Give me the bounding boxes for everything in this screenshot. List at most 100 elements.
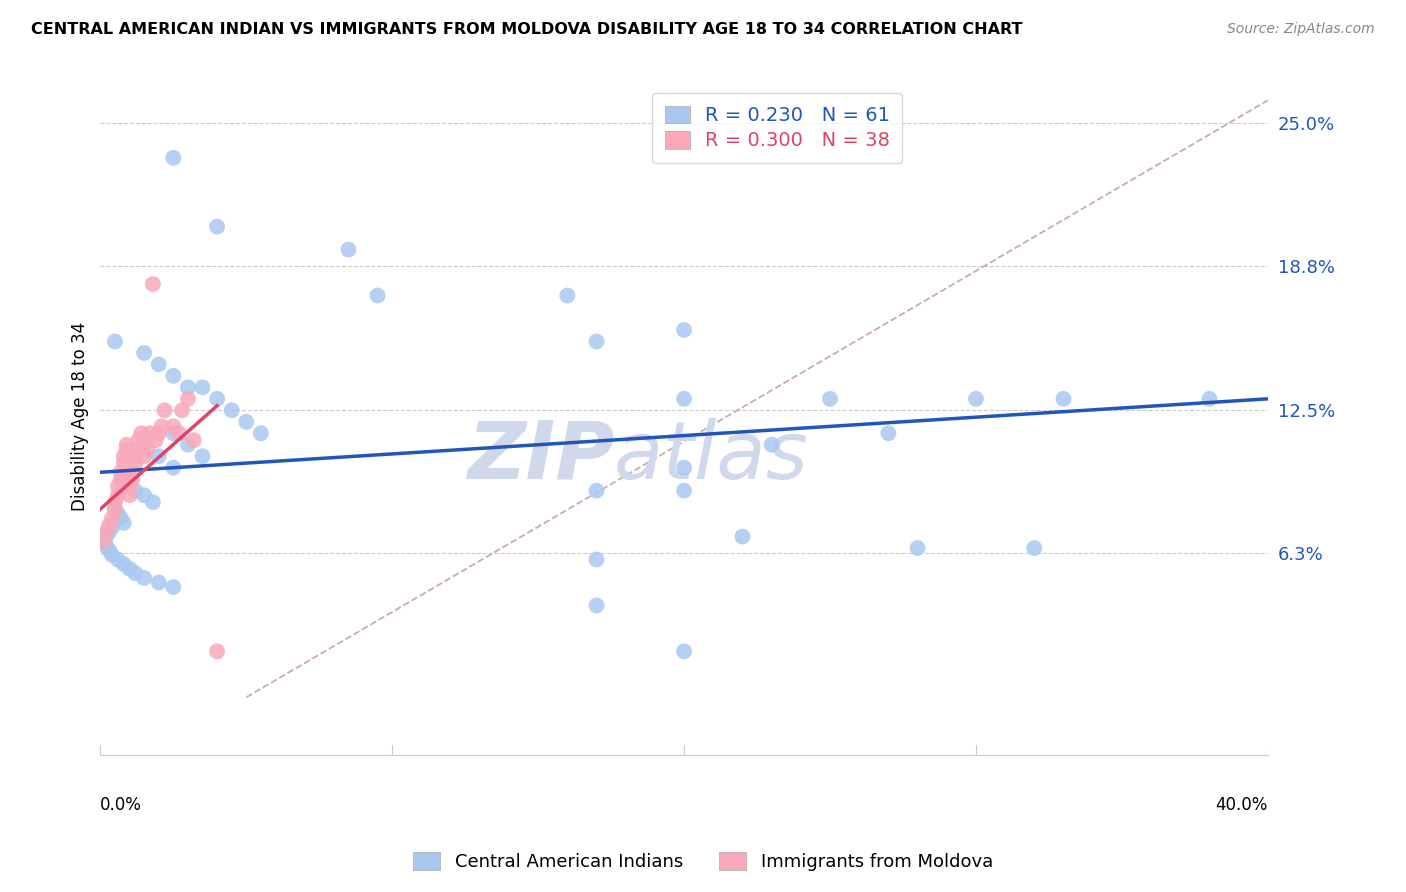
Point — [110, 511, 132, 525]
Point — [191, 449, 214, 463]
Point — [104, 495, 127, 509]
Point — [167, 426, 190, 441]
Point — [162, 460, 184, 475]
Point — [965, 392, 987, 406]
Legend: R = 0.230   N = 61, R = 0.300   N = 38: R = 0.230 N = 61, R = 0.300 N = 38 — [652, 94, 903, 163]
Point — [148, 575, 170, 590]
Point — [124, 456, 146, 470]
Point — [107, 479, 129, 493]
Point — [115, 438, 138, 452]
Point — [107, 507, 129, 521]
Legend: Central American Indians, Immigrants from Moldova: Central American Indians, Immigrants fro… — [406, 846, 1000, 879]
Point — [585, 552, 607, 566]
Point — [124, 566, 146, 581]
Point — [142, 495, 165, 509]
Point — [134, 438, 156, 452]
Point — [98, 543, 121, 558]
Point — [112, 516, 135, 530]
Point — [124, 483, 146, 498]
Point — [250, 426, 273, 441]
Point — [107, 488, 129, 502]
Point — [585, 599, 607, 613]
Point — [91, 534, 114, 549]
Text: Source: ZipAtlas.com: Source: ZipAtlas.com — [1227, 22, 1375, 37]
Point — [162, 151, 184, 165]
Point — [367, 288, 389, 302]
Text: CENTRAL AMERICAN INDIAN VS IMMIGRANTS FROM MOLDOVA DISABILITY AGE 18 TO 34 CORRE: CENTRAL AMERICAN INDIAN VS IMMIGRANTS FR… — [31, 22, 1022, 37]
Point — [177, 438, 200, 452]
Point — [136, 442, 159, 457]
Point — [162, 580, 184, 594]
Point — [162, 368, 184, 383]
Text: 0.0%: 0.0% — [100, 796, 142, 814]
Point — [148, 449, 170, 463]
Text: ZIP: ZIP — [467, 417, 614, 496]
Point — [121, 465, 143, 479]
Point — [205, 392, 228, 406]
Point — [112, 472, 135, 486]
Point — [104, 502, 127, 516]
Point — [673, 644, 696, 658]
Point — [153, 403, 176, 417]
Point — [134, 346, 156, 360]
Point — [673, 483, 696, 498]
Point — [731, 530, 754, 544]
Point — [148, 358, 170, 372]
Point — [104, 502, 127, 516]
Point — [145, 433, 167, 447]
Point — [673, 323, 696, 337]
Point — [124, 449, 146, 463]
Text: atlas: atlas — [614, 417, 808, 496]
Point — [112, 449, 135, 463]
Point — [761, 438, 783, 452]
Point — [118, 479, 141, 493]
Point — [129, 426, 152, 441]
Point — [96, 539, 118, 553]
Point — [112, 456, 135, 470]
Point — [127, 442, 149, 457]
Point — [170, 403, 193, 417]
Point — [91, 534, 114, 549]
Point — [134, 449, 156, 463]
Point — [107, 552, 129, 566]
Point — [162, 426, 184, 441]
Point — [1052, 392, 1074, 406]
Point — [101, 520, 124, 534]
Point — [221, 403, 243, 417]
Point — [585, 483, 607, 498]
Point — [118, 562, 141, 576]
Point — [337, 243, 360, 257]
Point — [907, 541, 929, 555]
Point — [177, 392, 200, 406]
Point — [118, 488, 141, 502]
Point — [112, 557, 135, 571]
Text: 40.0%: 40.0% — [1215, 796, 1268, 814]
Point — [96, 524, 118, 539]
Point — [118, 472, 141, 486]
Point — [585, 334, 607, 349]
Point — [142, 277, 165, 291]
Point — [673, 460, 696, 475]
Point — [104, 334, 127, 349]
Point — [134, 571, 156, 585]
Point — [98, 524, 121, 539]
Point — [191, 380, 214, 394]
Point — [1024, 541, 1046, 555]
Point — [177, 380, 200, 394]
Point — [98, 518, 121, 533]
Point — [1198, 392, 1220, 406]
Point — [121, 472, 143, 486]
Point — [101, 511, 124, 525]
Point — [110, 465, 132, 479]
Point — [101, 548, 124, 562]
Point — [673, 392, 696, 406]
Point — [557, 288, 579, 302]
Point — [148, 426, 170, 441]
Point — [162, 419, 184, 434]
Y-axis label: Disability Age 18 to 34: Disability Age 18 to 34 — [72, 321, 89, 510]
Point — [183, 433, 205, 447]
Point — [150, 419, 173, 434]
Point — [134, 488, 156, 502]
Point — [127, 433, 149, 447]
Point — [96, 530, 118, 544]
